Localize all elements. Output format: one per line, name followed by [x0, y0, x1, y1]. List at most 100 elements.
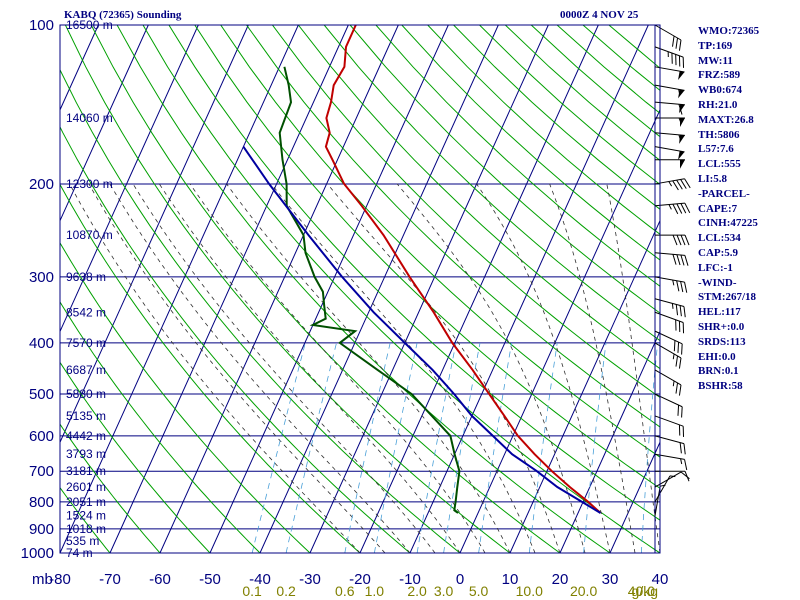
isotherm-line — [209, 25, 449, 553]
mixing-ratio-line — [251, 342, 306, 553]
barb-flag — [679, 442, 682, 454]
pressure-tick-label: 700 — [29, 463, 54, 480]
barb-flag — [678, 424, 681, 436]
dry-adiabat-line — [60, 68, 461, 553]
sounding-profiles — [242, 25, 602, 514]
index-item: L57:7.6 — [698, 143, 734, 156]
index-item: BSHR:58 — [698, 380, 743, 393]
height-label: 9638 m — [66, 270, 106, 284]
mixing-ratio-line — [641, 342, 658, 553]
index-item: MAXT:26.8 — [698, 113, 754, 126]
index-item: STM:267/18 — [698, 291, 757, 304]
barb-pennant — [678, 71, 685, 81]
index-item: LI:5.8 — [698, 172, 728, 185]
isotherm-line — [60, 25, 199, 333]
barb-staff — [654, 393, 683, 408]
height-label: 1018 m — [66, 522, 106, 536]
mixing-ratio-label: 1.0 — [365, 583, 385, 599]
index-item: EHI:0.0 — [698, 350, 736, 363]
barb-flag — [676, 234, 682, 246]
pressure-tick-label: 800 — [29, 494, 54, 511]
mixing-ratio-label: 40.0 — [628, 583, 655, 599]
barb-staff — [654, 369, 682, 386]
moist-adiabat-line — [396, 183, 586, 553]
height-label: 4442 m — [66, 429, 106, 443]
barb-staff — [654, 101, 685, 106]
index-item: -WIND- — [698, 276, 737, 289]
barb-half — [672, 353, 675, 360]
barb-flag — [678, 55, 681, 67]
moist-adiabat-line — [158, 183, 461, 553]
isotherm-line — [60, 25, 299, 553]
barb-flag — [681, 343, 683, 355]
wind-barb — [654, 475, 676, 503]
moist-adiabat-line — [189, 183, 486, 553]
barb-half — [678, 134, 681, 141]
height-label: 3793 m — [66, 447, 106, 461]
barb-staff — [654, 298, 685, 308]
barb-flag — [675, 355, 679, 367]
barb-flag — [677, 405, 680, 416]
barb-flag — [672, 204, 679, 215]
index-item: WMO:72365 — [698, 25, 760, 37]
barb-flag — [680, 471, 690, 480]
height-label: 1524 m — [66, 509, 106, 523]
barb-staff — [654, 202, 685, 207]
barb-flag — [682, 57, 685, 68]
barb-flag — [680, 203, 687, 214]
isotherm-line — [559, 330, 660, 553]
barb-flag — [672, 234, 678, 246]
barb-flag — [684, 255, 689, 266]
wind-barb — [654, 415, 685, 437]
temperature-tick-label: 0 — [456, 571, 464, 588]
barb-flag — [678, 321, 681, 332]
temperature-tick-label: -30 — [299, 571, 321, 588]
pressure-tick-label: 200 — [29, 176, 54, 193]
dry-adiabat-line — [168, 25, 660, 521]
index-item: CAP:5.9 — [698, 246, 739, 259]
temperature-tick-label: 20 — [552, 571, 569, 588]
temperature-tick-label: -50 — [199, 571, 221, 588]
mixing-ratio-label: 3.0 — [434, 583, 454, 599]
pressure-tick-label: 1000 — [21, 545, 54, 562]
barb-pennant — [680, 117, 685, 127]
mixing-ratio-line — [344, 342, 391, 553]
mixing-ratio-line — [416, 342, 457, 553]
wind-barb — [654, 132, 685, 144]
barb-half — [671, 303, 674, 309]
wind-barb — [654, 484, 666, 516]
barb-staff — [654, 415, 684, 427]
dry-adiabat-line — [297, 25, 660, 370]
barb-staff — [654, 486, 661, 516]
index-item: LCL:555 — [698, 158, 741, 171]
moist-adiabat-line — [109, 183, 411, 553]
parcel-trace — [242, 146, 602, 514]
mixing-ratio-label: 0.6 — [335, 583, 355, 599]
barb-flag — [684, 202, 691, 214]
dry-adiabat-line — [349, 25, 660, 314]
height-label: 12300 m — [66, 177, 113, 191]
barb-flag — [682, 322, 685, 334]
barb-flag — [675, 382, 679, 394]
barb-staff — [654, 311, 684, 323]
dry-adiabat-line — [246, 25, 660, 428]
isotherm-line — [309, 25, 549, 553]
barb-half — [668, 181, 673, 187]
sounding-indices: WMO:72365 TP:169 MW:11 FRZ:589 WB0:674 RH:21.… — [698, 24, 759, 394]
barb-flag — [680, 234, 686, 246]
moist-adiabat-line — [271, 183, 536, 553]
barb-pennant — [678, 89, 685, 99]
mixing-ratio-label: 0.1 — [242, 583, 262, 599]
moist-adiabat-line — [88, 183, 386, 553]
barb-half — [678, 89, 681, 95]
height-label: 5880 m — [66, 387, 106, 401]
dry-adiabat-line — [60, 241, 311, 553]
temperature-tick-label: -60 — [149, 571, 171, 588]
barb-flag — [672, 254, 677, 265]
temperature-tick-label: -10 — [399, 571, 421, 588]
mixing-ratio-label: 20.0 — [570, 583, 597, 599]
barb-half — [667, 51, 669, 58]
barb-flag — [684, 234, 690, 246]
barb-flag — [671, 52, 673, 64]
